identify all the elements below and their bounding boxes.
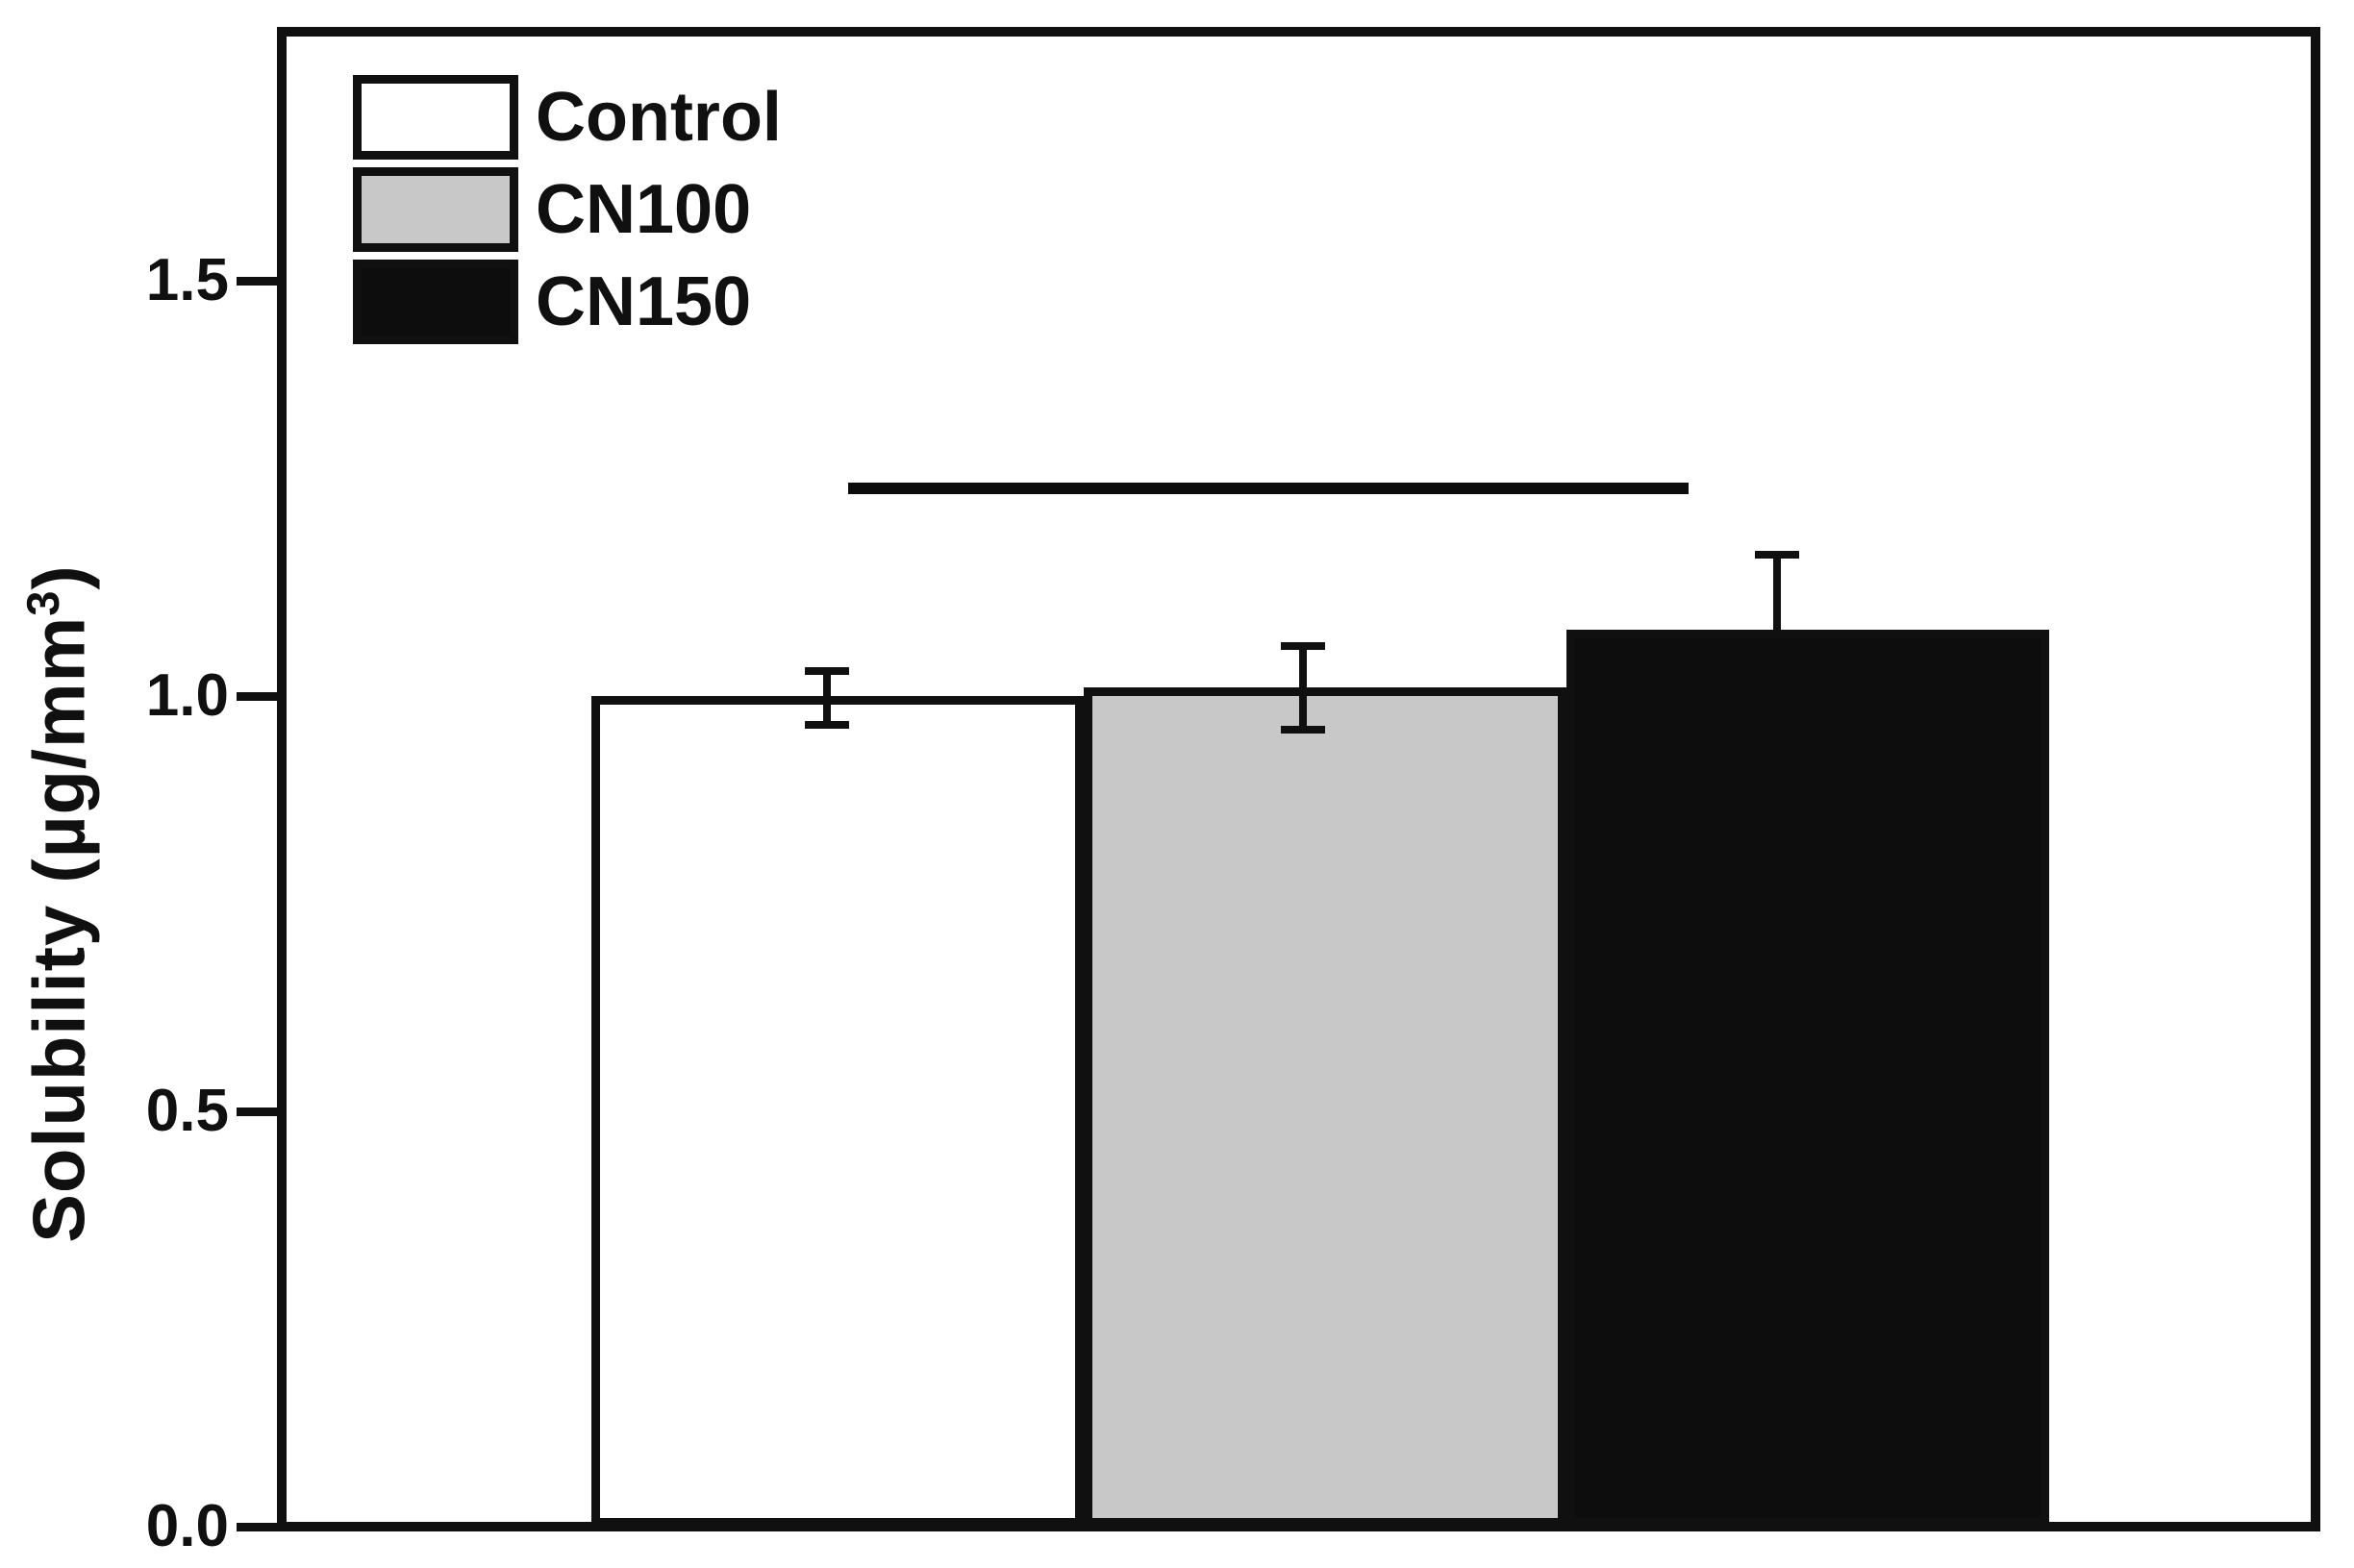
y-axis-tick xyxy=(237,1107,282,1116)
y-axis-tick-label: 1.0 xyxy=(145,662,229,730)
error-bar-bottom-cap-cn100 xyxy=(1280,725,1325,734)
error-bar-cn100 xyxy=(1298,646,1307,730)
y-axis-tick-label: 0.5 xyxy=(145,1078,229,1145)
error-bar-top-cap-control xyxy=(805,667,850,676)
legend-swatch-cn150 xyxy=(353,260,518,344)
y-axis-title-close-paren: ) xyxy=(18,564,101,590)
legend-swatch-control xyxy=(353,75,518,160)
error-bar-top-cap-cn150 xyxy=(1754,551,1799,560)
y-axis-title-superscript: 3 xyxy=(17,589,69,616)
y-axis-tick xyxy=(237,691,282,701)
legend-label-cn100: CN100 xyxy=(536,171,752,248)
error-bar-bottom-cap-control xyxy=(805,721,850,730)
bar-control xyxy=(591,696,1085,1527)
y-axis-tick xyxy=(237,276,282,286)
legend-swatch-cn100 xyxy=(353,167,518,252)
bar-cn150 xyxy=(1566,630,2050,1527)
y-axis-tick xyxy=(237,1522,282,1531)
legend-label-cn150: CN150 xyxy=(536,263,752,340)
error-bar-cn150 xyxy=(1772,555,1781,630)
error-bar-top-cap-cn100 xyxy=(1280,642,1325,651)
plot-frame xyxy=(277,27,2320,1531)
significance-line xyxy=(848,483,1689,495)
bar-cn100 xyxy=(1083,687,1567,1527)
y-axis-tick-label: 0.0 xyxy=(145,1493,229,1559)
y-axis-tick-label: 1.5 xyxy=(145,247,229,314)
legend-label-control: Control xyxy=(536,79,782,156)
error-bar-control xyxy=(823,671,832,726)
